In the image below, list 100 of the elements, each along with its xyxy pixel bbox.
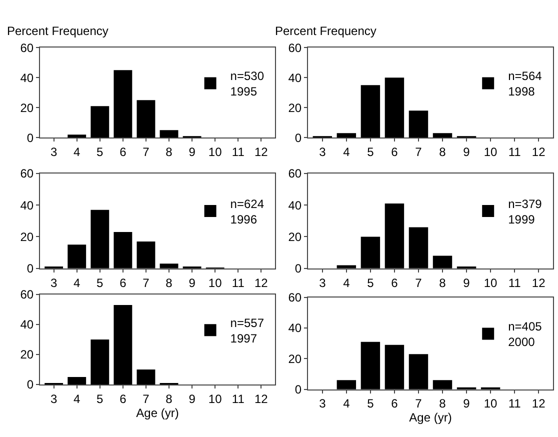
x-tick-label: 5 (96, 145, 104, 160)
x-tick-label: 7 (142, 145, 150, 160)
legend-label: n=530 1995 (230, 69, 264, 99)
x-tick-label: 11 (232, 145, 245, 160)
x-tick-label: 4 (74, 392, 81, 406)
bar (408, 354, 428, 390)
y-tick-label: 20 (288, 352, 302, 366)
y-tick-label: 0 (294, 130, 302, 145)
bar (114, 232, 132, 268)
y-tick-label: 20 (20, 348, 34, 362)
x-tick-label: 9 (463, 145, 470, 160)
bar (90, 339, 110, 385)
bar (360, 236, 380, 268)
x-tick-label: 12 (532, 276, 546, 290)
bar (90, 210, 110, 268)
x-tick-label: 8 (439, 396, 446, 411)
y-tick-label: 60 (20, 40, 34, 55)
y-tick-label: 0 (294, 262, 302, 276)
y-tick-label: 0 (294, 382, 302, 397)
x-tick-label: 6 (120, 145, 127, 160)
x-tick-label: 10 (484, 276, 498, 290)
legend-label: n=405 2000 (508, 320, 542, 350)
bar (336, 380, 356, 390)
x-tick-label: 3 (319, 145, 326, 160)
bar (384, 344, 404, 390)
x-tick-label: 4 (74, 145, 81, 160)
x-tick-label: 3 (50, 276, 58, 290)
x-tick-label: 11 (508, 396, 522, 411)
x-tick-label: 4 (74, 276, 81, 290)
y-tick-label: 20 (288, 100, 302, 115)
x-tick-label: 5 (96, 276, 104, 290)
x-tick-label: 9 (188, 392, 196, 406)
x-tick-label: 10 (208, 276, 222, 290)
y-tick-label: 40 (288, 70, 302, 85)
x-tick-label: 8 (439, 145, 446, 160)
x-tick-label: 6 (120, 276, 127, 290)
y-tick-label: 60 (20, 166, 34, 181)
x-tick-label: 8 (166, 276, 173, 290)
x-tick-label: 10 (208, 145, 222, 160)
y-tick-label: 40 (20, 70, 34, 85)
bar (384, 204, 404, 268)
text: n=624 1996 (230, 196, 264, 227)
chart-title: Percent Frequency (7, 24, 108, 38)
text: n=379 1999 (508, 196, 542, 227)
y-tick-label: 60 (288, 166, 302, 181)
x-tick-label: 11 (508, 145, 522, 160)
x-tick-label: 12 (532, 145, 546, 160)
x-tick-label: 6 (391, 145, 398, 160)
x-tick-label: 6 (120, 392, 127, 406)
y-tick-label: 40 (288, 321, 302, 336)
x-tick-label: 11 (508, 276, 522, 290)
y-tick-label: 40 (20, 198, 34, 212)
bar (68, 134, 86, 138)
y-tick-label: 20 (20, 100, 34, 115)
x-tick-label: 12 (254, 145, 268, 160)
bar (114, 70, 132, 138)
x-tick-label: 7 (142, 392, 150, 406)
x-tick-label: 8 (166, 145, 173, 160)
x-tick-label: 4 (343, 276, 350, 290)
y-tick-label: 0 (26, 378, 34, 392)
y-tick-label: 0 (26, 130, 34, 145)
x-tick-label: 3 (50, 392, 58, 406)
bar (68, 244, 86, 268)
x-tick-label: 3 (319, 276, 326, 290)
bar (136, 370, 156, 385)
y-tick-label: 40 (20, 318, 34, 332)
x-tick-label: 9 (463, 276, 470, 290)
x-tick-label: 5 (96, 392, 104, 406)
x-tick-label: 5 (367, 396, 374, 411)
x-tick-label: 11 (232, 392, 245, 406)
x-tick-label: 9 (188, 276, 196, 290)
x-tick-label: 7 (415, 396, 422, 411)
x-tick-label: 7 (415, 145, 422, 160)
y-tick-label: 40 (288, 198, 302, 212)
y-tick-label: 60 (288, 40, 302, 55)
x-tick-label: 8 (166, 392, 173, 406)
y-tick-label: 20 (20, 230, 34, 244)
bar (160, 264, 178, 268)
bar (408, 227, 428, 268)
bar (114, 304, 132, 385)
x-axis-title: Age (yr) (136, 406, 179, 420)
bar (136, 241, 156, 268)
legend-label: n=564 1998 (508, 69, 542, 99)
bar (360, 85, 380, 138)
x-tick-label: 10 (484, 396, 498, 411)
x-tick-label: 3 (319, 396, 326, 411)
bar (432, 380, 452, 390)
bar (136, 100, 156, 138)
x-tick-label: 12 (532, 396, 546, 411)
x-tick-label: 5 (367, 145, 374, 160)
bar (68, 377, 86, 385)
x-tick-label: 4 (343, 145, 350, 160)
bar (384, 78, 404, 138)
x-tick-label: 12 (254, 392, 268, 406)
y-tick-label: 60 (20, 288, 34, 302)
y-tick-label: 60 (288, 290, 302, 305)
bar (360, 342, 380, 390)
x-tick-label: 11 (232, 276, 245, 290)
bar (336, 265, 356, 268)
x-tick-label: 7 (415, 276, 422, 290)
